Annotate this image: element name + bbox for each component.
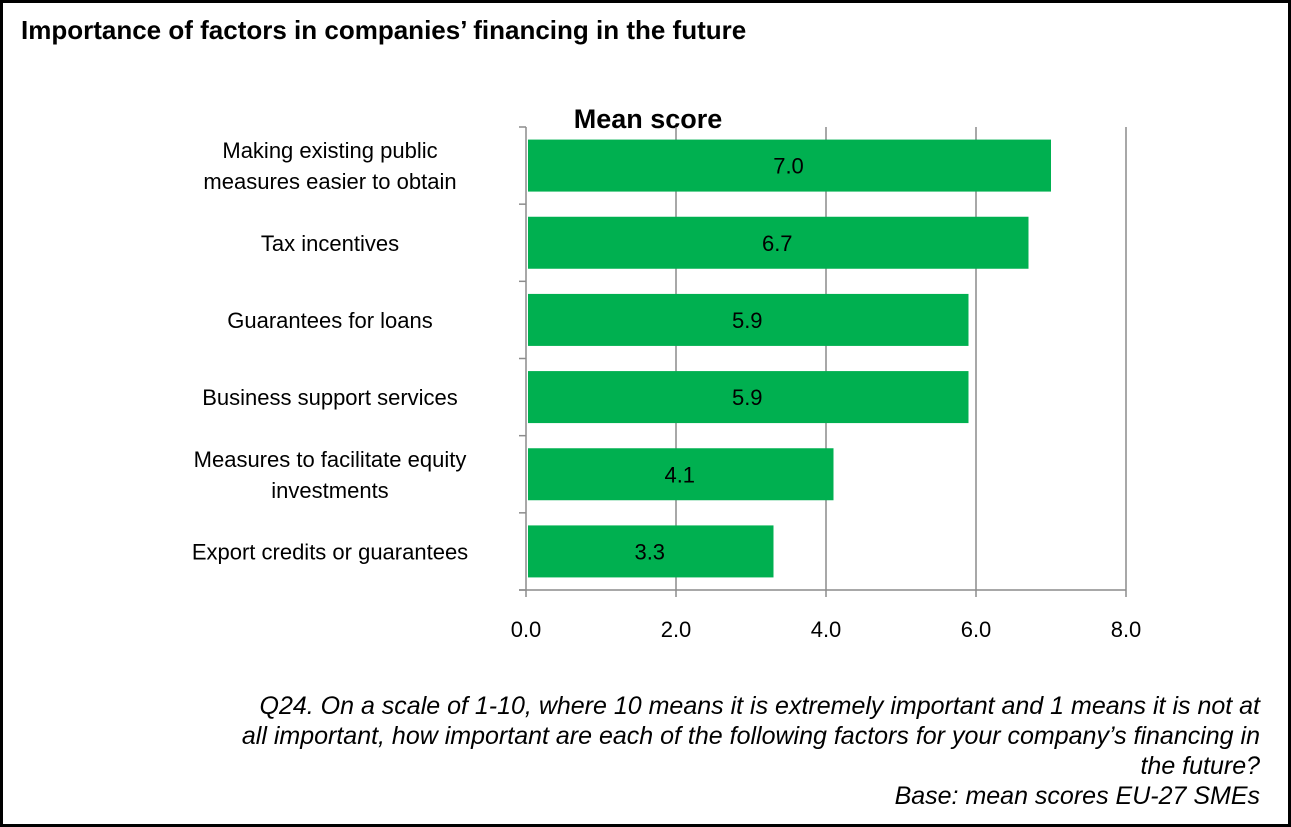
data-label: 4.1: [664, 462, 695, 487]
category-label: Making existing public measures easier to…: [203, 138, 456, 194]
category-label-line: Measures to facilitate equity: [194, 447, 467, 472]
bars: 7.0 6.7 5.9 5.9 4.1 3.3: [528, 139, 1051, 578]
category-label-line: Making existing public: [222, 138, 437, 163]
x-tick-label: 2.0: [661, 617, 692, 642]
note-line: the future?: [1140, 752, 1260, 780]
bar: [528, 139, 1051, 192]
x-tick-label: 8.0: [1111, 617, 1142, 642]
x-tick-label: 4.0: [811, 617, 842, 642]
data-label: 7.0: [773, 154, 804, 179]
data-label: 5.9: [732, 385, 763, 410]
axes: [519, 126, 1127, 597]
bar: [528, 448, 834, 501]
category-label-line: measures easier to obtain: [203, 169, 456, 194]
page-title: Importance of factors in companies’ fina…: [21, 15, 747, 45]
category-label: Export credits or guarantees: [192, 539, 468, 564]
category-label: Guarantees for loans: [227, 308, 432, 333]
category-label: Tax incentives: [261, 231, 399, 256]
bar: [528, 371, 969, 424]
category-label-line: investments: [271, 478, 388, 503]
gridlines: [675, 127, 1127, 590]
bar: [528, 293, 969, 346]
data-label: 3.3: [634, 539, 665, 564]
category-label: Business support services: [202, 385, 458, 410]
data-label: 5.9: [732, 308, 763, 333]
x-tick-label: 0.0: [511, 617, 542, 642]
bar-chart: Mean score 7.0 6.7 5.9 5.9 4.1 3.3 Making exi…: [192, 104, 1142, 642]
survey-question-note: Q24. On a scale of 1-10, where 10 means …: [30, 691, 1260, 811]
bar: [528, 525, 774, 578]
category-label-line: Export credits or guarantees: [192, 539, 468, 564]
x-tick-labels: 0.0 2.0 4.0 6.0 8.0: [511, 617, 1142, 642]
chart-title: Mean score: [574, 104, 723, 134]
category-label-line: Guarantees for loans: [227, 308, 432, 333]
note-line: all important, how important are each of…: [241, 722, 1260, 750]
note-line: Q24. On a scale of 1-10, where 10 means …: [259, 692, 1261, 720]
category-label-line: Tax incentives: [261, 231, 399, 256]
bar: [528, 216, 1029, 269]
data-label: 6.7: [762, 231, 793, 256]
category-label: Measures to facilitate equity investments: [194, 447, 467, 503]
category-label-line: Business support services: [202, 385, 458, 410]
x-tick-label: 6.0: [961, 617, 992, 642]
category-labels: Making existing public measures easier to…: [192, 138, 468, 564]
note-line: Base: mean scores EU-27 SMEs: [894, 782, 1260, 810]
